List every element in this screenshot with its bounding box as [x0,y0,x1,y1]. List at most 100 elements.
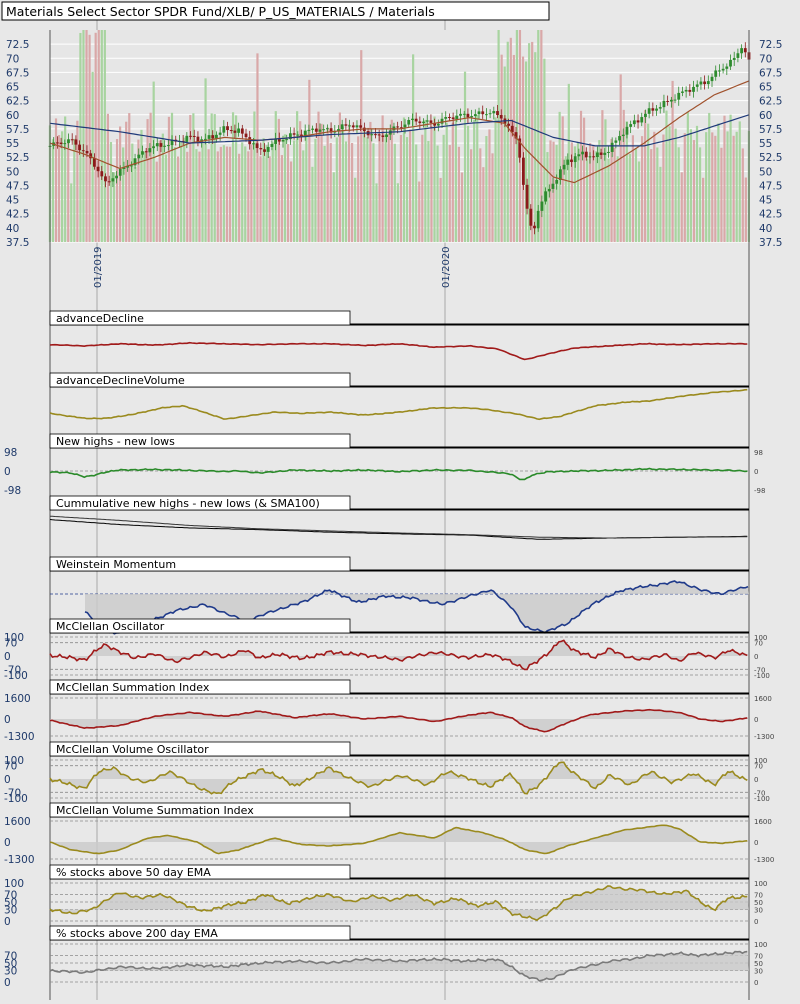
volume-bar [640,136,644,242]
volume-bar [366,137,369,242]
panel-label-frame [49,741,351,757]
volume-bar [528,43,531,242]
panel-y-tick-left: 98 [4,447,17,459]
volume-bar [650,149,653,242]
candle-body [636,120,640,123]
candle-body [706,81,710,85]
candle-body [492,111,496,114]
candle-body [311,128,314,130]
y-tick-left: 45 [6,195,19,207]
volume-bar [586,158,589,242]
y-tick-right: 72.5 [759,39,782,51]
volume-bar [115,139,119,242]
volume-bar [231,112,235,242]
volume-bar [274,111,277,242]
volume-bar [659,166,662,242]
candle-body [92,158,96,167]
candle-body [666,100,670,102]
panel-y-tick-left: 70 [4,761,17,773]
volume-bar [720,147,723,242]
volume-bar [161,133,164,242]
candle-body [285,139,289,141]
panel-label-box: advanceDeclineVolume [49,372,351,388]
panel-y-tick-right: 100 [754,757,767,765]
volume-bar [402,117,406,242]
volume-bar [216,151,219,242]
candle-body [340,124,344,130]
volume-bar [729,114,732,242]
chart-title-frame [1,1,550,21]
volume-bar [476,114,479,242]
panel-y-tick-left: 100 [4,632,24,644]
candle-body [189,135,192,137]
candle-body [370,134,374,136]
volume-bar [119,126,122,242]
candle-body [470,116,474,118]
candle-body [115,175,118,179]
candle-body [473,114,477,117]
volume-bar [271,142,274,242]
panel-label-box: McClellan Volume Summation Index [49,802,351,818]
volume-bar [262,138,265,242]
panel-y-tick-right: 0 [754,653,758,661]
volume-bar [524,61,528,242]
candle-body [281,139,285,142]
candle-body [525,184,529,209]
candle-body [122,167,126,170]
volume-bar [463,71,467,242]
volume-bar [677,147,680,242]
candle-body [451,117,455,119]
candle-body [307,129,311,131]
candle-body [640,117,644,123]
y-tick-left: 40 [6,223,19,235]
candle-body [203,138,207,140]
candle-body [592,156,596,158]
volume-bar [228,146,232,242]
volume-bar [741,148,744,242]
candle-body [729,59,732,67]
candle-body [381,135,385,137]
volume-bar [711,132,714,242]
volume-bar [384,133,387,242]
volume-bar [399,134,403,242]
volume-bar [137,139,140,242]
panel-y-tick-right: -100 [754,672,770,680]
volume-bar [543,58,546,242]
volume-bar [82,30,85,242]
volume-bar [387,133,390,242]
candle-body [459,113,462,116]
candle-body [137,154,141,159]
candle-body [425,120,429,122]
volume-bar [128,113,131,243]
candle-body [462,113,466,115]
candle-body [448,117,451,119]
candle-body [314,128,318,132]
volume-bar [222,145,225,242]
candle-body [710,76,714,82]
y-tick-right: 45 [759,195,772,207]
panel-series-line [49,885,748,922]
panel-y-tick-right: 0 [754,716,758,724]
volume-bar [259,156,262,242]
candle-body [547,188,551,192]
volume-bar [470,149,473,242]
panel-series-line [49,467,748,481]
candle-body [207,135,211,139]
volume-bar [698,147,702,242]
volume-bar [430,126,433,242]
panel-series-line [49,950,748,982]
candle-body [263,149,266,152]
volume-bar [494,117,497,242]
candle-body [252,143,255,145]
candle-body [192,135,196,137]
panel-title: Weinstein Momentum [56,558,176,571]
candle-body [85,150,89,154]
volume-bar [485,136,488,242]
volume-bar [308,79,311,242]
candle-body [300,134,303,137]
y-tick-left: 52.5 [6,152,29,164]
candle-body [96,166,100,172]
candle-body [555,180,559,184]
panel-label-frame [49,925,351,941]
volume-bar [149,112,152,242]
